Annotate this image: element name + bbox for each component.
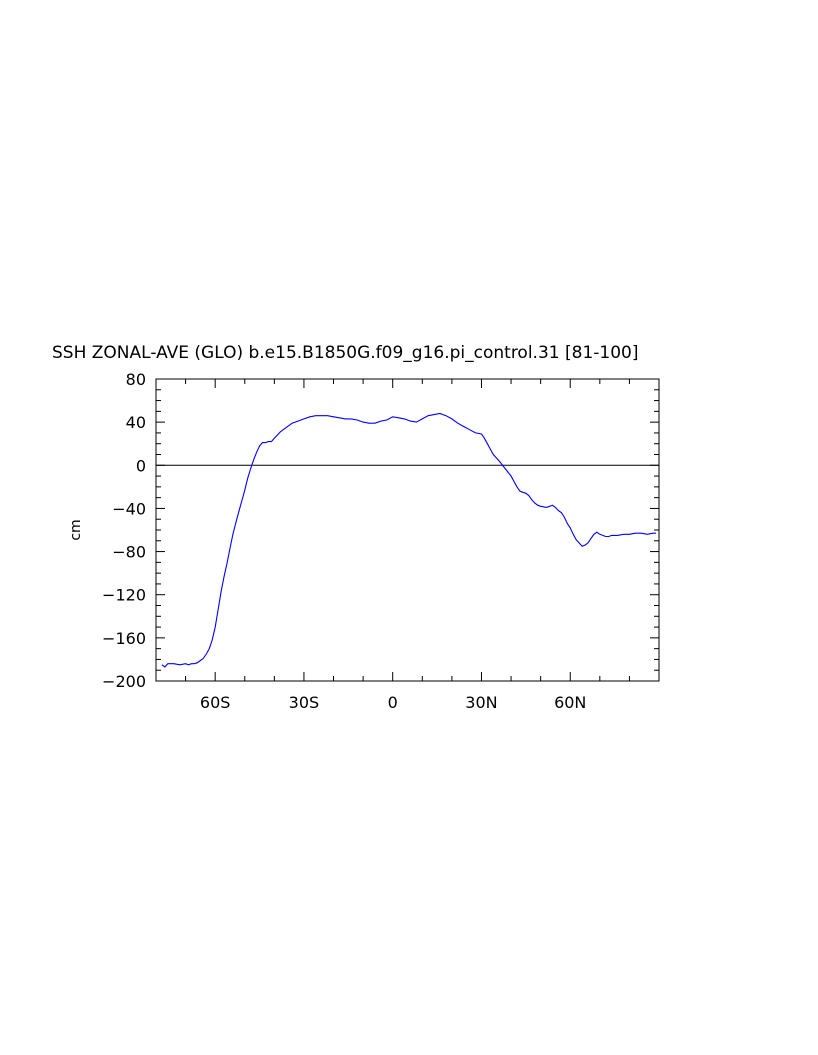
x-tick-label: 60N (554, 693, 586, 712)
y-tick-label: 0 (136, 456, 146, 475)
x-tick-label: 30S (289, 693, 320, 712)
y-axis-label: cm (68, 519, 84, 540)
chart-title: SSH ZONAL-AVE (GLO) b.e15.B1850G.f09_g16… (52, 343, 638, 363)
y-tick-label: −80 (112, 543, 146, 562)
y-tick-label: −200 (102, 672, 146, 691)
plot-frame (155, 378, 660, 682)
y-tick-label: 40 (126, 413, 146, 432)
y-tick-label: −120 (102, 586, 146, 605)
ssh-series-line (161, 412, 656, 668)
y-tick-label: −160 (102, 629, 146, 648)
plot-border (155, 378, 660, 682)
y-tick-label: −40 (112, 499, 146, 518)
x-tick-label: 60S (200, 693, 231, 712)
x-tick-label: 0 (388, 693, 398, 712)
x-tick-label: 30N (465, 693, 497, 712)
y-tick-label: 80 (126, 370, 146, 389)
x-axis: 60S 30S 0 30N 60N (155, 379, 660, 712)
y-axis: 80 40 0 −40 −80 −120 −160 −200 (102, 370, 659, 691)
